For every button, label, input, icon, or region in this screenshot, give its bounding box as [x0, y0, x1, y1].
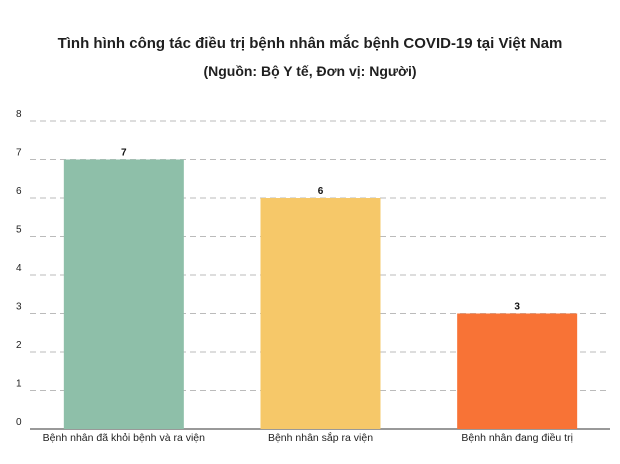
- bar-value-label: 3: [514, 302, 520, 313]
- bar-value-label: 6: [318, 186, 324, 197]
- chart-title: Tình hình công tác điều trị bệnh nhân mắ…: [57, 35, 563, 52]
- bar: [63, 159, 184, 429]
- y-tick-label: 5: [16, 225, 22, 236]
- x-category-label: Bệnh nhân đang điều trị: [461, 432, 573, 444]
- chart-subtitle: (Nguồn: Bộ Y tế, Đơn vị: Người): [203, 63, 417, 79]
- x-category-label: Bệnh nhân sắp ra viện: [268, 431, 373, 444]
- y-tick-label: 4: [16, 263, 22, 274]
- y-tick-label: 0: [16, 417, 22, 428]
- bar-value-label: 7: [121, 148, 127, 159]
- y-tick-label: 7: [16, 148, 22, 159]
- bar: [457, 313, 578, 429]
- y-tick-label: 2: [16, 340, 22, 351]
- y-tick-label: 1: [16, 379, 22, 390]
- x-category-label: Bệnh nhân đã khỏi bệnh và ra viện: [43, 432, 205, 444]
- bar: [260, 198, 381, 429]
- y-tick-label: 3: [16, 302, 22, 313]
- y-tick-label: 6: [16, 186, 22, 197]
- y-tick-label: 8: [16, 109, 22, 120]
